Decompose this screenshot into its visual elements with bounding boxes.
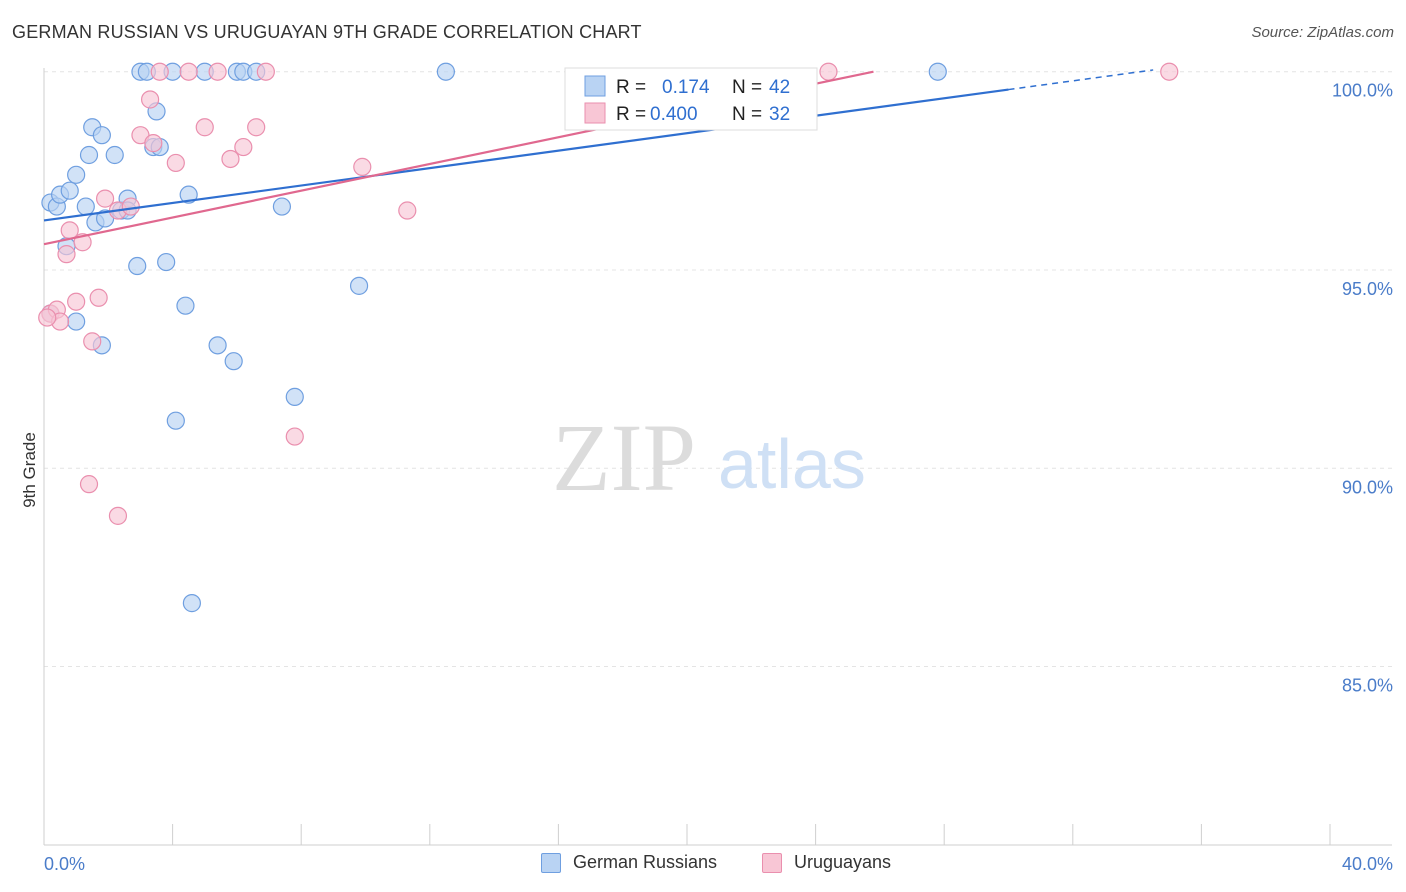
y-tick-labels: 100.0% 95.0% 90.0% 85.0% [1332,81,1393,696]
german-russians-point-34 [208,336,227,355]
source-label: Source: ZipAtlas.com [1251,24,1394,41]
german-russians-point-6 [79,145,99,165]
uruguayans-point-16 [179,62,198,81]
uruguayans-point-26 [285,427,304,446]
watermark-zip: ZIP [552,404,696,511]
legend-n-label-1: N = [732,77,762,98]
bottom-legend: German Russians Uruguayans [0,852,1406,878]
uruguayans-point-19 [208,62,227,81]
uruguayans-point-27 [79,475,99,494]
german-russians-point-33 [176,296,195,315]
german-russians-point-37 [166,411,185,430]
german-russians-point-39 [182,594,201,613]
uruguayans-point-14 [144,134,163,153]
uruguayans-point-13 [140,90,160,109]
legend-item-uruguayans: Uruguayans [762,852,891,873]
german-russians-point-3 [60,181,79,200]
y-axis-label: 9th Grade [20,432,39,508]
y-tick-label-1: 95.0% [1342,279,1393,299]
legend-swatch-blue [584,75,606,97]
german-russians-point-31 [67,312,86,331]
uruguayans-point-17 [195,118,214,137]
uruguayans-point-6 [67,292,86,311]
legend-n-value-1: 42 [769,77,790,98]
german-russians-point-27 [157,252,176,272]
watermark: ZIP atlas [552,404,866,511]
uruguayans-point-11 [121,197,140,216]
uruguayans-point-15 [166,153,185,173]
german-russians-trend-line [43,88,1009,222]
uruguayans-point-7 [89,288,108,307]
uruguayans-point-3 [57,245,76,264]
uruguayans-point-8 [83,332,102,351]
legend-n-label-2: N = [732,104,762,125]
stats-legend-box [564,67,818,131]
stats-legend: R = 0.174 N = 42 R = 0.400 N = 32 [564,67,818,131]
legend-r-value-2: 0.400 [650,104,698,125]
german-russians-point-29 [272,197,292,216]
uruguayans-point-22 [247,118,266,137]
watermark-atlas: atlas [718,425,866,503]
uruguayans-point-21 [234,137,253,157]
german-russians-point-36 [349,276,369,295]
legend-r-value-1: 0.174 [662,77,710,98]
legend-r-label-2: R = [616,104,646,125]
uruguayans-point-4 [60,221,79,240]
y-tick-label-3: 85.0% [1342,676,1393,696]
german-russians-point-38 [285,387,304,406]
uruguayans-point-30 [1160,62,1179,81]
german-russians-point-23 [928,62,947,81]
german-russians-point-28 [179,185,198,204]
uruguayans-point-9 [95,189,115,208]
legend-swatch-uruguayans [762,852,782,873]
uruguayans-point-31 [38,308,57,327]
legend-swatch-german-russians [541,852,561,873]
legend-n-value-2: 32 [769,104,790,125]
uruguayans-point-28 [108,506,128,525]
legend-item-german-russians: German Russians [541,852,717,873]
y-tick-label-0: 100.0% [1332,81,1393,101]
legend-swatch-pink [584,102,606,124]
uruguayans-point-24 [353,157,372,176]
german-russians-point-8 [92,126,111,145]
uruguayans-point-20 [221,149,240,169]
legend-r-label-1: R = [616,77,646,98]
chart-title: GERMAN RUSSIAN VS URUGUAYAN 9TH GRADE CO… [12,22,642,42]
uruguayans-point-18 [150,62,169,81]
german-russians-point-9 [105,145,124,165]
german-russians-point-22 [436,62,455,81]
uruguayans-point-25 [398,201,417,220]
x-tick-labels: 0.0% 40.0% [44,854,1393,874]
x-tick-label-1: 40.0% [1342,854,1393,874]
gridlines [44,71,1392,668]
german-russians-points [41,62,947,613]
uruguayans-point-23 [256,62,275,81]
german-russians-trend-extension [1008,69,1154,91]
german-russians-point-35 [224,352,243,371]
y-tick-label-2: 90.0% [1342,477,1393,497]
german-russians-point-5 [76,197,95,216]
uruguayans-point-29 [819,62,838,81]
german-russians-point-14 [128,256,147,276]
german-russians-point-4 [67,165,86,184]
legend-label-german-russians: German Russians [573,852,718,872]
legend-label-uruguayans: Uruguayans [794,852,892,872]
x-tick-label-0: 0.0% [44,854,85,874]
